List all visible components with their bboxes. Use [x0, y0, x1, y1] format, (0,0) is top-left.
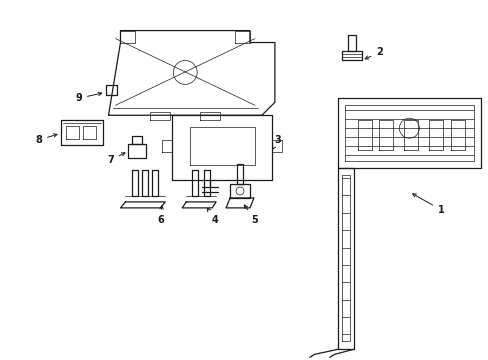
Text: 3: 3: [272, 135, 281, 149]
Text: 9: 9: [75, 92, 102, 103]
Text: 1: 1: [412, 194, 444, 215]
Text: 8: 8: [35, 134, 57, 145]
Text: 2: 2: [365, 48, 382, 59]
Text: 5: 5: [244, 205, 258, 225]
Text: 7: 7: [107, 153, 125, 165]
Text: 4: 4: [207, 208, 218, 225]
Text: 6: 6: [157, 206, 163, 225]
